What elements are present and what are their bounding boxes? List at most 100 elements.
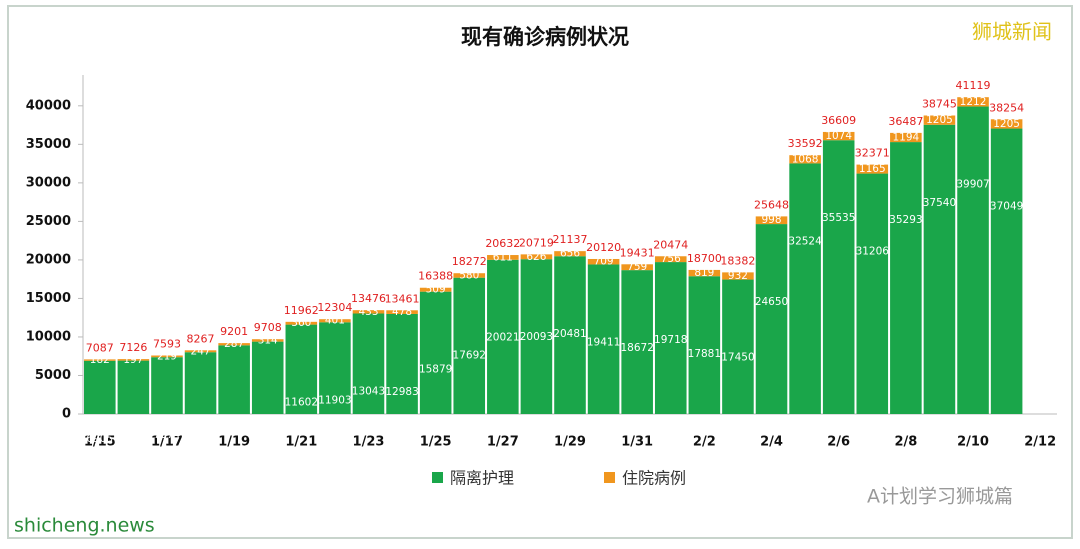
data-label: 1068 (792, 153, 819, 165)
data-label: 19718 (654, 334, 687, 346)
bar-segment (319, 319, 351, 323)
bar-segment (923, 124, 956, 414)
bar-segment (856, 164, 889, 174)
data-label: 20093 (520, 331, 553, 343)
bar-segment (789, 163, 821, 414)
data-label: 6929 (120, 433, 147, 445)
data-label: 611 (493, 251, 513, 263)
data-label: 39907 (956, 179, 989, 191)
legend-label: 隔离护理 (450, 469, 514, 488)
data-label: 656 (560, 248, 580, 260)
bar-segment (184, 350, 217, 353)
total-label: 21137 (553, 233, 588, 246)
total-label: 41119 (956, 79, 991, 92)
bar-segment (621, 270, 653, 414)
y-tick-label: 25000 (26, 214, 71, 229)
bar-segment (654, 262, 687, 414)
bar-segment (755, 224, 788, 414)
total-label: 19431 (620, 246, 655, 259)
data-label: 20481 (553, 328, 586, 340)
bar-segment (386, 310, 418, 314)
site-watermark: shicheng.news (14, 515, 155, 537)
total-label: 38254 (989, 101, 1024, 114)
bar-segment (151, 357, 183, 414)
data-label: 247 (191, 345, 211, 357)
data-label: 6905 (86, 433, 113, 445)
y-tick-label: 5000 (35, 368, 71, 383)
bar-segment (587, 258, 620, 265)
total-label: 36487 (888, 115, 923, 128)
legend-label: 住院病例 (622, 469, 686, 488)
bar-segment (587, 264, 620, 414)
legend-swatch (604, 472, 615, 483)
total-label: 8267 (187, 332, 215, 345)
data-label: 1212 (960, 96, 987, 108)
watermark: 狮城新闻 (972, 20, 1052, 44)
bar-segment (84, 360, 116, 414)
bar-segment (285, 321, 318, 325)
data-label: 7374 (154, 429, 181, 441)
bar-segment (688, 269, 721, 277)
x-tick-label: 2/2 (693, 435, 716, 450)
data-label: 32524 (788, 235, 822, 247)
bar-segment (151, 355, 183, 358)
data-label: 13043 (352, 386, 385, 398)
data-label: 219 (157, 350, 177, 362)
data-label: 509 (426, 284, 446, 296)
total-label: 20632 (485, 237, 520, 250)
y-tick-label: 20000 (26, 252, 71, 267)
bar-segment (487, 255, 519, 260)
bar-segment (621, 264, 653, 271)
bar-segment (251, 341, 284, 414)
x-tick-label: 1/19 (218, 435, 250, 450)
data-label: 1074 (825, 130, 852, 142)
total-label: 9708 (254, 321, 282, 334)
data-label: 17881 (688, 348, 721, 360)
total-label: 11962 (284, 304, 319, 317)
bar-segment (352, 313, 385, 414)
x-tick-label: 2/4 (760, 435, 783, 450)
bar-segment (554, 251, 586, 257)
data-label: 20021 (486, 332, 519, 344)
chart-title: 现有确诊病例状况 (461, 25, 629, 49)
data-label: 17450 (721, 352, 754, 364)
data-label: 11903 (318, 394, 351, 406)
bar-segment (218, 345, 250, 414)
data-label: 1205 (926, 114, 953, 126)
data-label: 35535 (822, 212, 855, 224)
bar-segment (722, 279, 754, 414)
y-tick-label: 0 (62, 407, 71, 422)
bar-segment (386, 313, 418, 414)
data-label: 709 (594, 256, 614, 268)
total-label: 7593 (153, 337, 181, 350)
data-label: 756 (661, 253, 681, 265)
bar-segment (957, 106, 989, 415)
total-label: 7126 (119, 341, 147, 354)
y-tick-label: 40000 (26, 98, 71, 113)
x-tick-label: 2/8 (894, 435, 917, 450)
x-tick-label: 1/21 (285, 435, 317, 450)
data-label: 932 (728, 270, 748, 282)
y-tick-label: 15000 (26, 291, 71, 306)
total-label: 20474 (653, 238, 688, 251)
x-tick-label: 1/17 (151, 435, 183, 450)
total-label: 18272 (452, 255, 487, 268)
data-label: 8914 (221, 417, 248, 429)
bar-segment (453, 273, 486, 278)
data-label: 11602 (285, 397, 318, 409)
data-label: 182 (90, 354, 110, 366)
y-tick-label: 10000 (26, 329, 71, 344)
data-label: 37049 (990, 201, 1023, 213)
data-label: 433 (358, 306, 378, 318)
data-label: 8020 (187, 424, 214, 436)
total-label: 20120 (586, 241, 621, 254)
data-label: 314 (258, 334, 278, 346)
data-label: 9394 (254, 414, 281, 426)
bar-segment (520, 259, 553, 414)
total-label: 18700 (687, 252, 722, 265)
data-label: 17692 (453, 350, 486, 362)
data-label: 1165 (859, 163, 886, 175)
bar-segment (822, 140, 855, 414)
data-label: 478 (392, 306, 412, 318)
